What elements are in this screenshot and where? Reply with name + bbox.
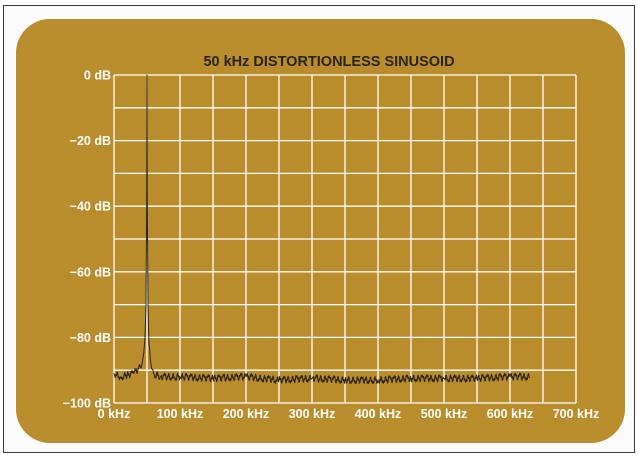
chart-title: 50 kHz DISTORTIONLESS SINUSOID (203, 54, 454, 70)
chart-grid (113, 74, 577, 404)
x-tick-label: 700 kHz (553, 407, 600, 421)
y-tick-label: −40 dB (70, 200, 111, 214)
x-tick-label: 500 kHz (421, 407, 468, 421)
x-tick-label: 100 kHz (157, 407, 204, 421)
y-axis-ticks: 0 dB −20 dB −40 dB −60 dB −80 dB −100 dB (63, 69, 111, 411)
spectrum-trace (113, 74, 531, 385)
x-tick-label: 200 kHz (223, 407, 270, 421)
x-tick-label: 300 kHz (289, 407, 336, 421)
y-tick-label: −100 dB (63, 397, 111, 411)
y-tick-label: −80 dB (70, 331, 111, 345)
x-tick-label: 400 kHz (355, 407, 402, 421)
x-tick-label: 0 kHz (98, 407, 131, 421)
y-tick-label: 0 dB (84, 69, 111, 83)
x-axis-ticks: 0 kHz 100 kHz 200 kHz 300 kHz 400 kHz 500 kHz… (98, 407, 600, 421)
y-tick-label: −20 dB (70, 134, 111, 148)
y-tick-label: −60 dB (70, 265, 111, 279)
x-tick-label: 600 kHz (487, 407, 534, 421)
spectrum-series-line (113, 74, 531, 385)
